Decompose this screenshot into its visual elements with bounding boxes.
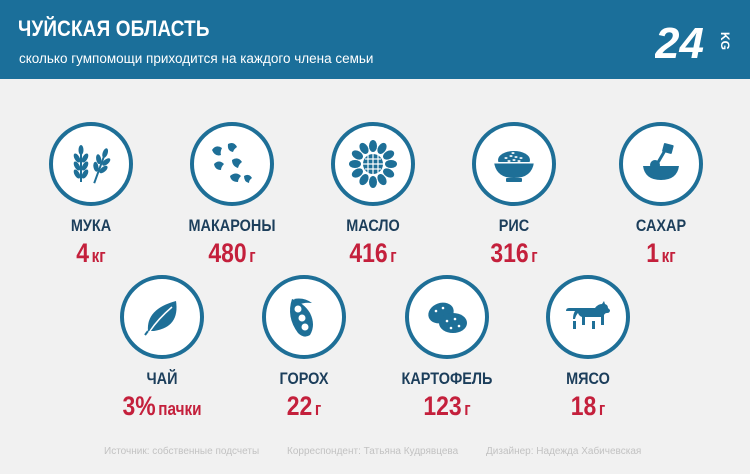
potato-icon — [428, 302, 467, 333]
item-flour: МУКА 4 кг — [21, 122, 161, 268]
icon-circle — [120, 275, 204, 359]
item-name: МУКА — [70, 216, 112, 235]
item-unit: г — [314, 399, 322, 419]
item-unit: г — [390, 246, 397, 266]
pasta-icon — [212, 143, 252, 183]
item-name: МАСЛО — [346, 216, 400, 235]
logo-24kg[interactable]: 24 KG — [655, 18, 735, 64]
item-tea: ЧАЙ 3% пачки — [92, 275, 232, 421]
item-value: 316 — [490, 238, 529, 268]
item-value: 3% — [122, 391, 156, 421]
icon-circle — [49, 122, 133, 206]
icon-circle — [546, 275, 630, 359]
header-banner: ЧУЙСКАЯ ОБЛАСТЬ сколько гумпомощи приход… — [0, 0, 750, 79]
icon-circle — [619, 122, 703, 206]
icon-circle — [190, 122, 274, 206]
item-pasta: МАКАРОНЫ 480 г — [162, 122, 302, 268]
credit-correspondent: Корреспондент: Татьяна Кудрявцева — [287, 446, 459, 457]
item-amount: 18 г — [529, 391, 648, 421]
item-name: ЧАЙ — [146, 369, 178, 388]
item-peas: ГОРОХ 22 г — [234, 275, 374, 421]
tea-leaf-icon — [144, 301, 177, 336]
item-unit: г — [598, 399, 606, 419]
item-value: 1 — [646, 238, 660, 268]
item-unit: г — [531, 246, 538, 266]
item-value: 416 — [349, 238, 388, 268]
item-unit: пачки — [158, 399, 202, 419]
item-unit: г — [249, 246, 256, 266]
item-name: КАРТОФЕЛЬ — [401, 369, 493, 388]
rice-bowl-icon — [494, 151, 534, 182]
item-amount: 1 кг — [602, 238, 721, 268]
item-value: 22 — [286, 391, 313, 421]
item-amount: 22 г — [245, 391, 364, 421]
sunflower-icon — [349, 140, 397, 188]
page-title: ЧУЙСКАЯ ОБЛАСТЬ — [18, 16, 210, 41]
page-subtitle: сколько гумпомощи приходится на каждого … — [19, 51, 374, 66]
credit-source: Источник: собственные подсчеты — [104, 446, 260, 457]
item-unit: кг — [661, 246, 676, 266]
item-unit: кг — [91, 246, 106, 266]
credits-footer: Источник: собственные подсчеты Корреспон… — [0, 446, 750, 460]
item-value: 18 — [570, 391, 597, 421]
icon-circle — [262, 275, 346, 359]
item-meat: МЯСО 18 г — [518, 275, 658, 421]
item-name: САХАР — [635, 216, 687, 235]
item-name: РИС — [498, 216, 530, 235]
item-amount: 123 г — [388, 391, 507, 421]
item-amount: 316 г — [455, 238, 574, 268]
item-name: МЯСО — [566, 369, 610, 388]
item-amount: 4 кг — [32, 238, 151, 268]
item-oil: МАСЛО 416 г — [303, 122, 443, 268]
item-potato: КАРТОФЕЛЬ 123 г — [377, 275, 517, 421]
item-amount: 416 г — [314, 238, 433, 268]
item-value: 480 — [208, 238, 247, 268]
item-rice: РИС 316 г — [444, 122, 584, 268]
item-value: 123 — [423, 391, 462, 421]
logo-number: 24 — [655, 19, 704, 64]
logo-suffix: KG — [718, 32, 732, 50]
item-name: МАКАРОНЫ — [188, 216, 276, 235]
icon-circle — [331, 122, 415, 206]
item-sugar: САХАР 1 кг — [591, 122, 731, 268]
credit-designer: Дизайнер: Надежда Хабичевская — [486, 446, 642, 457]
item-amount: 480 г — [173, 238, 292, 268]
icon-circle — [472, 122, 556, 206]
item-name: ГОРОХ — [279, 369, 329, 388]
icon-circle — [405, 275, 489, 359]
sugar-bowl-icon — [643, 143, 679, 180]
item-value: 4 — [76, 238, 90, 268]
wheat-icon — [73, 145, 111, 184]
cow-icon — [566, 301, 610, 329]
pea-pod-icon — [290, 298, 313, 337]
item-unit: г — [464, 399, 471, 419]
item-amount: 3% пачки — [103, 391, 222, 421]
